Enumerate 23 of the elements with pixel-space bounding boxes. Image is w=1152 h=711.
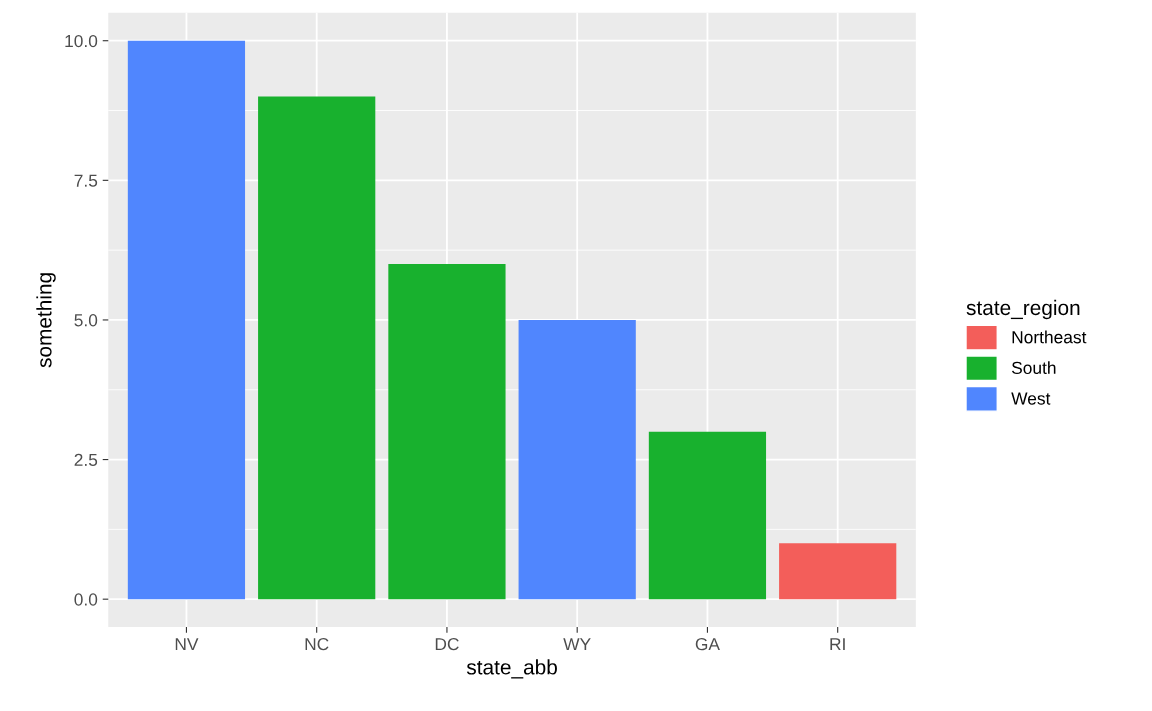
bar — [388, 264, 506, 600]
legend-label: South — [1011, 361, 1056, 375]
x-tick-label: NV — [175, 638, 199, 651]
bar — [518, 319, 636, 600]
legend-title: state_region — [966, 299, 1080, 320]
y-tick-label: 5.0 — [74, 314, 98, 327]
x-tick-label: RI — [830, 638, 845, 651]
y-tick-label: 10.0 — [65, 34, 98, 48]
y-tick-label: 2.5 — [74, 453, 98, 467]
x-axis-title: state_abb — [466, 659, 557, 679]
y-tick-label: 0.0 — [74, 593, 98, 606]
bar — [648, 431, 767, 600]
bar — [258, 96, 376, 600]
bar — [127, 40, 246, 600]
y-axis-title: something — [36, 273, 56, 368]
x-tick-label: WY — [563, 638, 591, 651]
x-tick-label: NC — [305, 637, 329, 651]
legend-label: Northeast — [1012, 330, 1087, 344]
bar — [779, 543, 897, 600]
x-tick-label: GA — [695, 637, 720, 651]
legend-label: West — [1011, 392, 1051, 405]
x-tick-label: DC — [435, 637, 459, 651]
y-tick-label: 7.5 — [74, 174, 98, 187]
